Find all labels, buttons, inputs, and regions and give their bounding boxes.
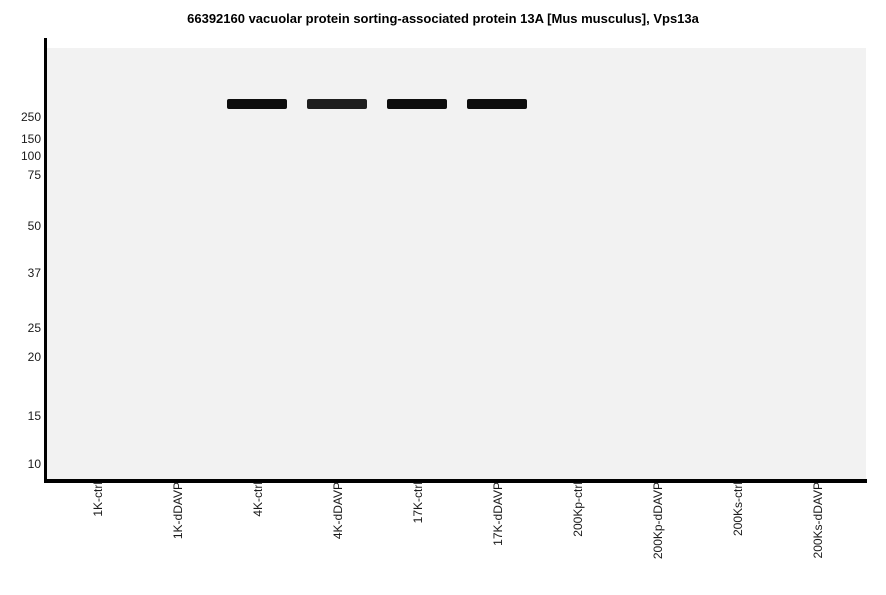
protein-band-4K-dDAVP: [307, 99, 367, 109]
lane-label-4K-ctrl: 4K-ctrl: [251, 482, 265, 517]
mw-marker-label-75: 75: [27, 168, 41, 182]
lane-label-200Kp-ctrl: 200Kp-ctrl: [571, 482, 585, 537]
plot-area: [47, 48, 866, 479]
x-axis-line: [44, 479, 867, 483]
mw-marker-label-15: 15: [27, 409, 41, 423]
lane-label-1K-ctrl: 1K-ctrl: [91, 482, 105, 517]
lane-label-1K-dDAVP: 1K-dDAVP: [171, 482, 185, 540]
mw-marker-label-25: 25: [27, 321, 41, 335]
mw-marker-label-10: 10: [27, 457, 41, 471]
mw-marker-label-250: 250: [20, 110, 41, 124]
lane-label-200Ks-dDAVP: 200Ks-dDAVP: [811, 482, 825, 559]
protein-band-4K-ctrl: [227, 99, 287, 109]
lane-label-17K-dDAVP: 17K-dDAVP: [491, 482, 505, 546]
protein-band-17K-ctrl: [387, 99, 447, 109]
lane-label-17K-ctrl: 17K-ctrl: [411, 482, 425, 524]
chart-title: 66392160 vacuolar protein sorting-associ…: [187, 11, 699, 26]
mw-marker-label-100: 100: [20, 149, 41, 163]
y-axis-line: [44, 38, 47, 483]
lane-label-4K-dDAVP: 4K-dDAVP: [331, 482, 345, 540]
mw-marker-label-150: 150: [20, 132, 41, 146]
mw-marker-label-20: 20: [27, 350, 41, 364]
lane-label-200Ks-ctrl: 200Ks-ctrl: [731, 482, 745, 537]
protein-band-17K-dDAVP: [467, 99, 527, 109]
mw-marker-label-50: 50: [27, 219, 41, 233]
mw-marker-label-37: 37: [27, 266, 41, 280]
lane-label-200Kp-dDAVP: 200Kp-dDAVP: [651, 482, 665, 560]
